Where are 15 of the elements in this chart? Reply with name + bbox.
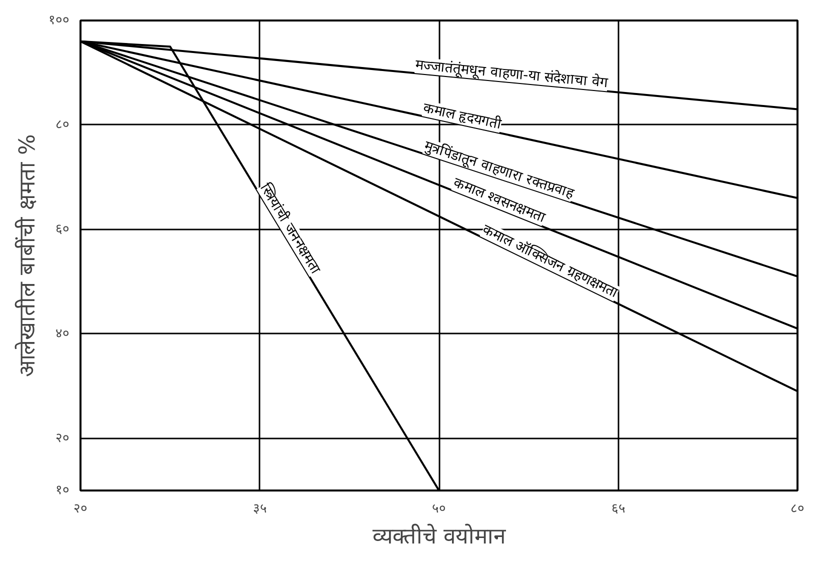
y-tick-label: ४० [56, 326, 70, 342]
text: कमाल हृदयगती [422, 99, 503, 133]
y-tick-label: १०० [48, 13, 70, 28]
x-tick-label: ३५ [252, 502, 267, 516]
y-tick-label: २० [56, 430, 70, 446]
x-axis-title: व्यक्तीचे वयोमान [372, 524, 506, 550]
y-tick-label: ६० [56, 222, 70, 237]
x-tick-label: ६५ [611, 502, 626, 516]
x-tick-label: ८० [790, 502, 804, 516]
y-tick-label: ८० [56, 117, 70, 132]
x-tick-label: २० [74, 502, 88, 516]
y-tick-label: १० [56, 483, 70, 498]
text: मज्जातंतूंमधून वाहणा-या संदेशाचा वेग [414, 56, 610, 92]
x-tick-label: ५० [432, 502, 446, 516]
y-axis-title: आलेखातील बाबींची क्षमता % [14, 134, 40, 377]
